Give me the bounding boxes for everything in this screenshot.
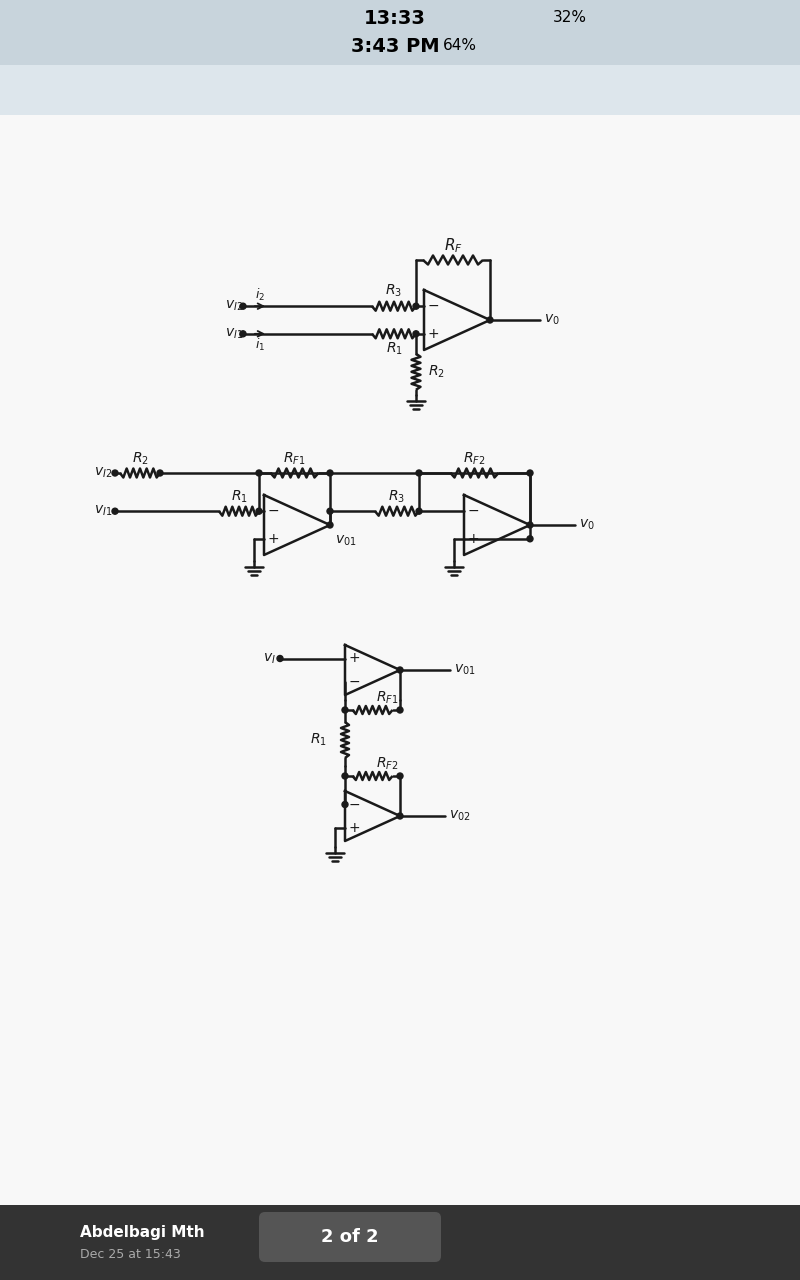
- Text: $v_{I2}$: $v_{I2}$: [94, 466, 112, 480]
- Circle shape: [240, 303, 246, 310]
- Text: Abdelbagi Mth: Abdelbagi Mth: [80, 1225, 205, 1240]
- Circle shape: [413, 303, 419, 310]
- Circle shape: [342, 801, 348, 808]
- Circle shape: [277, 655, 283, 662]
- Circle shape: [342, 707, 348, 713]
- Text: −: −: [348, 675, 360, 689]
- Text: +: +: [427, 326, 439, 340]
- Text: 64%: 64%: [443, 38, 477, 54]
- Text: +: +: [467, 531, 479, 545]
- Text: $v_{I1}$: $v_{I1}$: [94, 504, 112, 518]
- Circle shape: [527, 470, 533, 476]
- Text: $i_1$: $i_1$: [255, 337, 265, 353]
- Bar: [0, 65, 800, 115]
- Text: Dec 25 at 15:43: Dec 25 at 15:43: [80, 1248, 181, 1262]
- Circle shape: [487, 317, 493, 323]
- Text: −: −: [267, 504, 279, 518]
- Text: $i_2$: $i_2$: [255, 287, 265, 303]
- Circle shape: [342, 773, 348, 780]
- Circle shape: [397, 773, 403, 780]
- Text: −: −: [427, 300, 439, 314]
- Text: $R_1$: $R_1$: [230, 489, 247, 506]
- Text: $R_2$: $R_2$: [428, 364, 445, 380]
- Circle shape: [112, 508, 118, 515]
- Circle shape: [397, 707, 403, 713]
- Text: $R_{F1}$: $R_{F1}$: [283, 451, 306, 467]
- Text: $v_{I1}$: $v_{I1}$: [225, 326, 243, 340]
- Text: 32%: 32%: [553, 10, 587, 26]
- Text: −: −: [348, 797, 360, 812]
- Text: +: +: [348, 820, 360, 835]
- Circle shape: [527, 536, 533, 541]
- Bar: [0, 0, 800, 65]
- Text: +: +: [348, 652, 360, 666]
- Text: $R_{F1}$: $R_{F1}$: [375, 690, 398, 707]
- Circle shape: [327, 522, 333, 527]
- Text: $v_0$: $v_0$: [579, 518, 594, 532]
- Text: $v_{I2}$: $v_{I2}$: [225, 300, 243, 314]
- Text: +: +: [267, 531, 279, 545]
- Circle shape: [327, 470, 333, 476]
- Circle shape: [397, 667, 403, 673]
- Text: 13:33: 13:33: [364, 9, 426, 27]
- Circle shape: [256, 508, 262, 515]
- Text: 2 of 2: 2 of 2: [321, 1228, 379, 1245]
- Circle shape: [327, 508, 333, 515]
- Text: $R_3$: $R_3$: [386, 283, 402, 300]
- Text: $R_{F2}$: $R_{F2}$: [463, 451, 486, 467]
- Text: $v_{01}$: $v_{01}$: [454, 663, 476, 677]
- Text: $v_I$: $v_I$: [263, 652, 276, 666]
- Text: $R_2$: $R_2$: [131, 451, 149, 467]
- Bar: [0, 1204, 800, 1280]
- FancyBboxPatch shape: [259, 1212, 441, 1262]
- Bar: [0, 115, 800, 1210]
- Text: $R_1$: $R_1$: [310, 732, 327, 749]
- Text: $v_{01}$: $v_{01}$: [335, 534, 357, 548]
- Text: $v_0$: $v_0$: [544, 312, 560, 328]
- Text: −: −: [467, 504, 479, 518]
- Text: $v_{02}$: $v_{02}$: [449, 809, 470, 823]
- Text: $R_F$: $R_F$: [443, 237, 462, 255]
- Circle shape: [112, 470, 118, 476]
- Circle shape: [416, 508, 422, 515]
- Circle shape: [397, 813, 403, 819]
- Circle shape: [527, 522, 533, 527]
- Text: $R_{F2}$: $R_{F2}$: [375, 755, 398, 772]
- Text: $R_1$: $R_1$: [386, 340, 402, 357]
- Circle shape: [413, 330, 419, 337]
- Text: $R_3$: $R_3$: [389, 489, 406, 506]
- Circle shape: [256, 470, 262, 476]
- Text: 3:43 PM: 3:43 PM: [350, 37, 439, 55]
- Circle shape: [240, 330, 246, 337]
- Circle shape: [416, 470, 422, 476]
- Circle shape: [157, 470, 163, 476]
